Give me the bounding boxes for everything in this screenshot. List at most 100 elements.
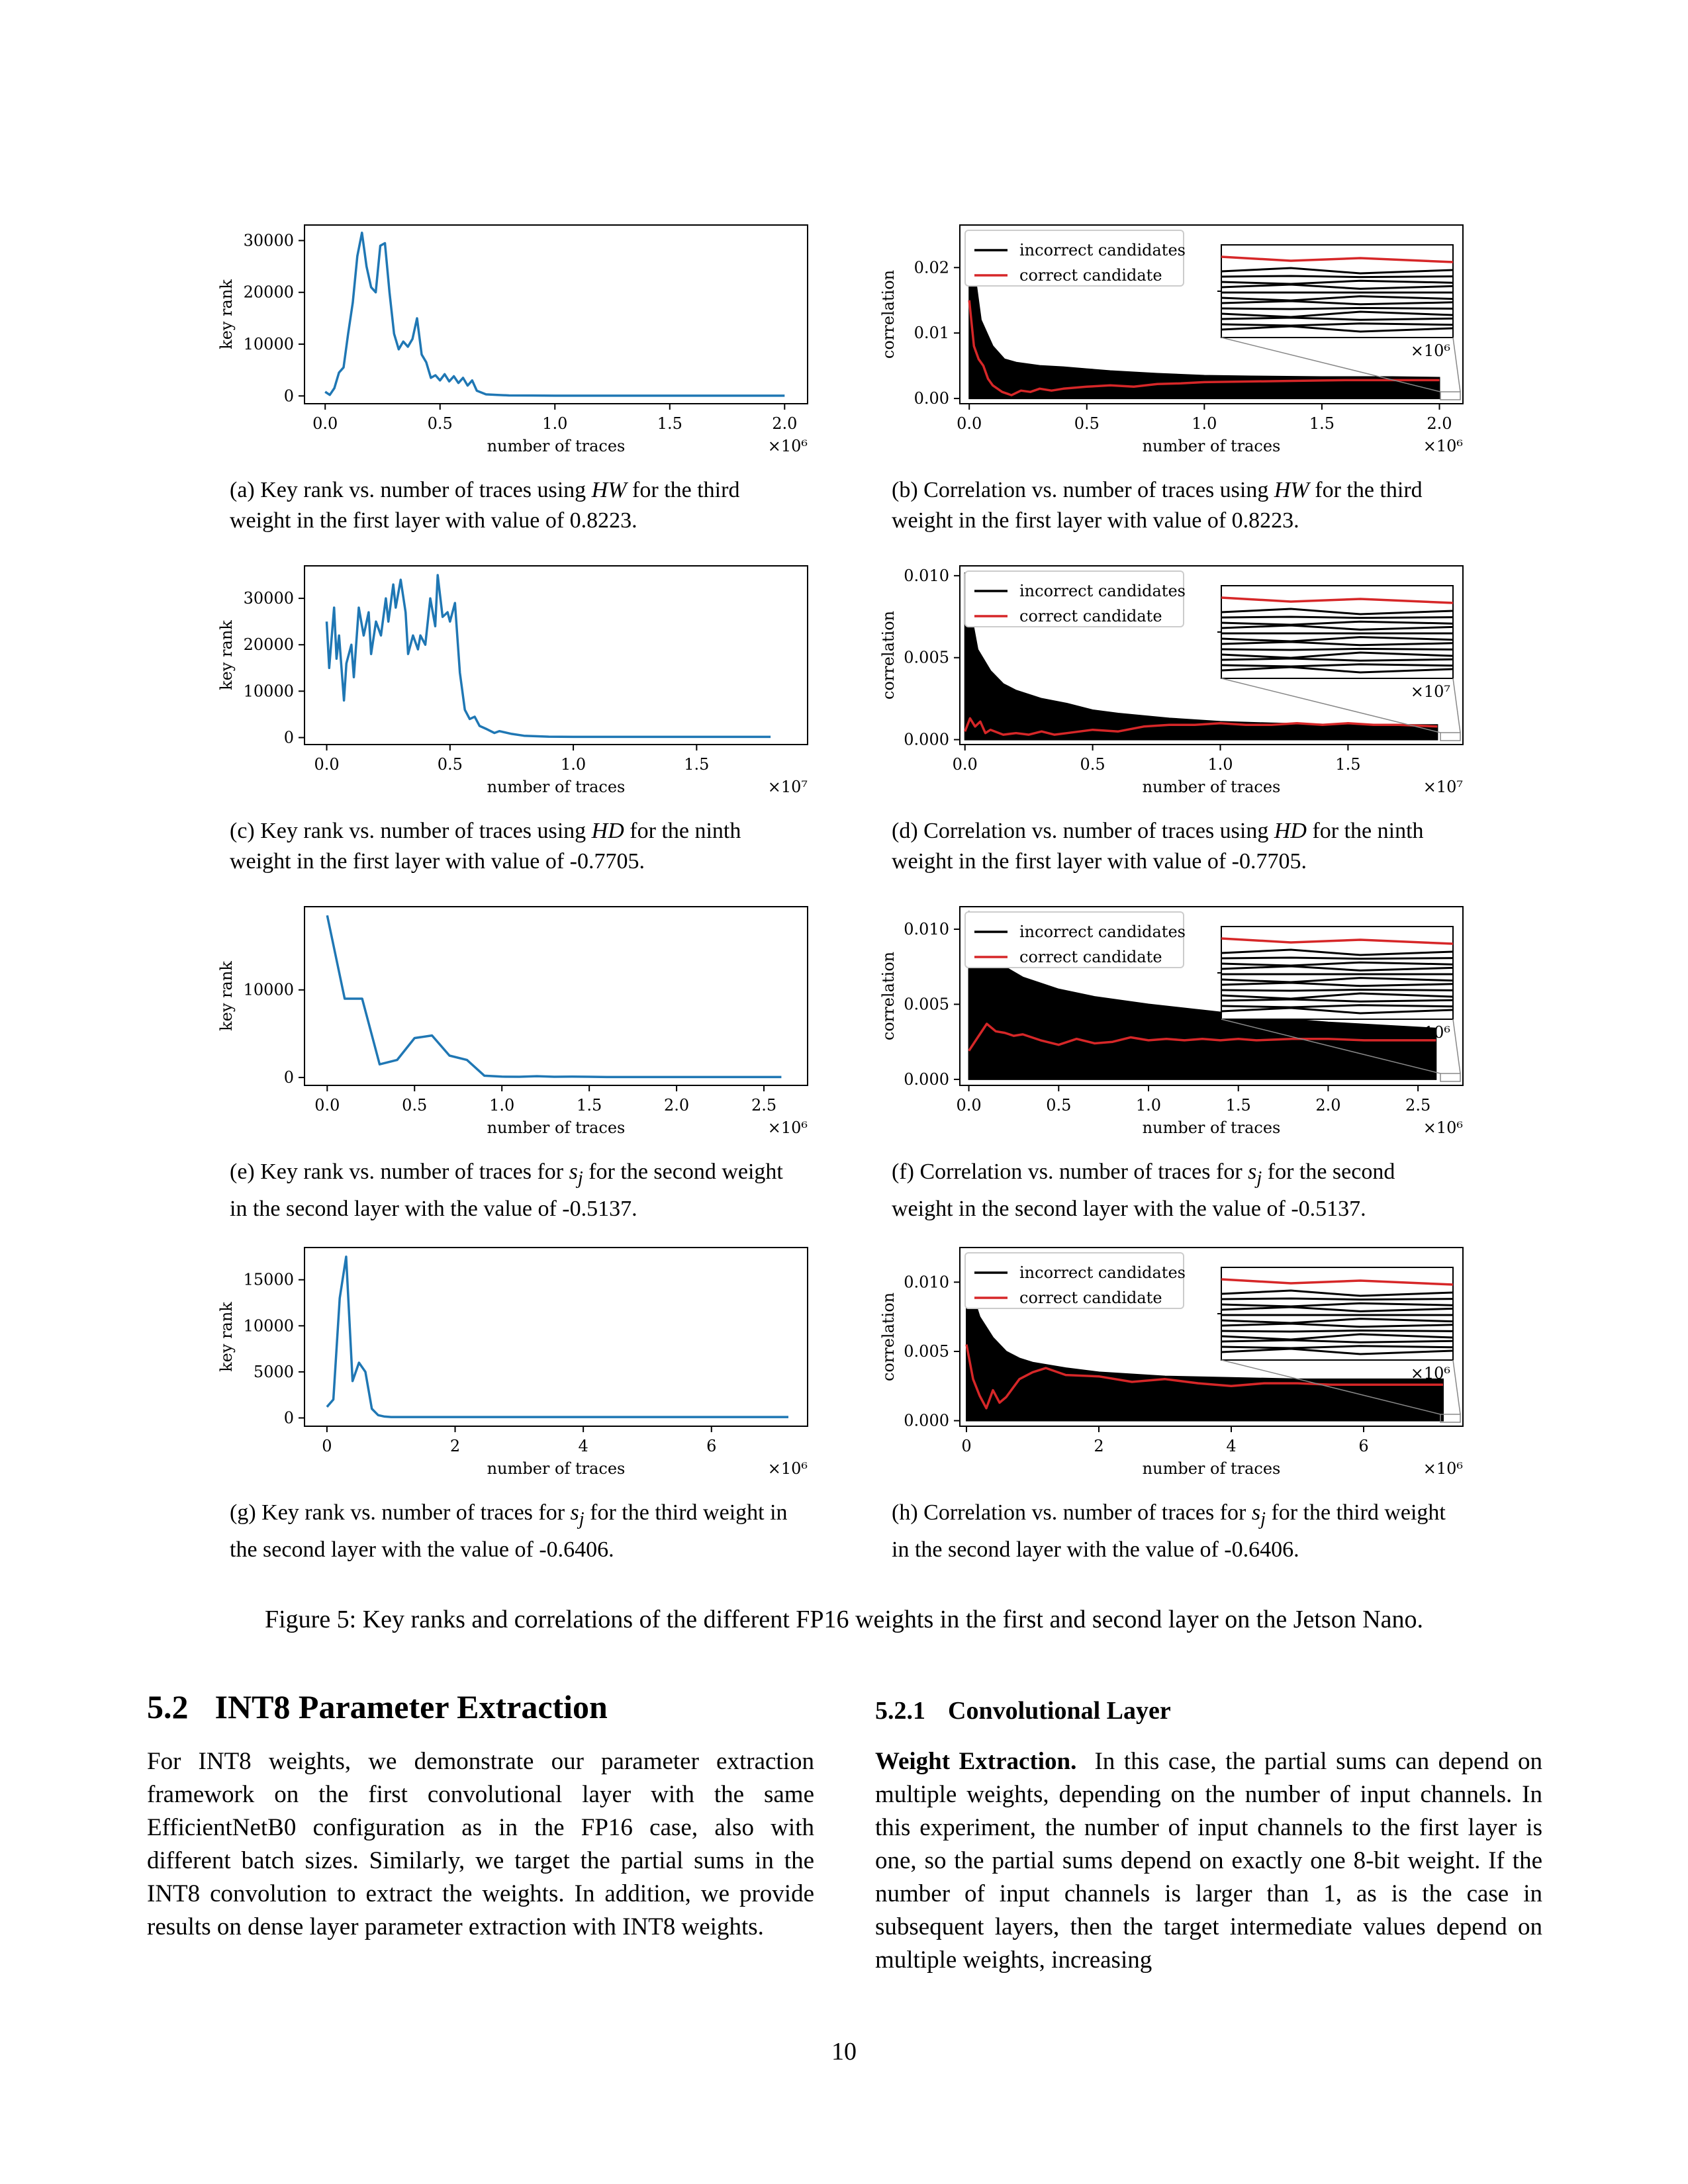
caption-b: (b) Correlation vs. number of traces usi… bbox=[892, 478, 1423, 533]
zoom-connector bbox=[1221, 1019, 1441, 1074]
plot-area: 0 2 4 6 0 5000 10000 15000 number of traces ×10⁶ k… bbox=[217, 1247, 808, 1478]
zoom-connector bbox=[1452, 1019, 1461, 1074]
y-tick-label: 0.000 bbox=[904, 731, 949, 749]
x-axis-label: number of traces bbox=[1143, 1118, 1281, 1137]
x-tick-label: 2 bbox=[450, 1437, 460, 1455]
right-paragraph-text: In this case, the partial sums can depen… bbox=[875, 1748, 1543, 1974]
page-number: 10 bbox=[831, 2038, 857, 2066]
inset-candidate-line bbox=[1221, 1322, 1454, 1328]
y-tick-label: 0.005 bbox=[904, 995, 949, 1013]
subsection-number: 5.2.1 bbox=[875, 1697, 925, 1725]
inset-candidate-line bbox=[1221, 663, 1454, 668]
inset-candidate-line bbox=[1221, 1339, 1454, 1343]
y-tick-label: 0 bbox=[284, 387, 294, 405]
inset-zoom: ×10⁶ bbox=[1217, 1267, 1461, 1423]
y-tick-label: 0.00 bbox=[914, 389, 949, 408]
x-axis-label: number of traces bbox=[487, 1459, 626, 1478]
x-tick-label: 1.5 bbox=[577, 1096, 602, 1115]
zoom-region bbox=[1440, 1073, 1461, 1082]
x-tick-label: 0.0 bbox=[312, 414, 338, 433]
x-axis-label: number of traces bbox=[1143, 437, 1281, 455]
legend-label-correct: correct candidate bbox=[1019, 948, 1162, 966]
incorrect-candidates-band bbox=[968, 911, 1437, 1080]
inset-candidate-line bbox=[1221, 1306, 1454, 1312]
y-tick-label: 30000 bbox=[244, 589, 294, 608]
inset-candidate-line bbox=[1221, 948, 1454, 956]
legend: incorrect candidates correct candidate bbox=[964, 570, 1186, 627]
y-tick-label: 0.010 bbox=[904, 1273, 949, 1291]
inset-candidate-line bbox=[1221, 283, 1454, 290]
series-line-0 bbox=[326, 1255, 788, 1418]
inset-candidate-line bbox=[1221, 1345, 1454, 1349]
zoom-connector bbox=[1452, 337, 1461, 392]
legend-label-correct: correct candidate bbox=[1019, 607, 1162, 625]
inset-candidate-line bbox=[1221, 300, 1454, 306]
plot-area: 0.0 0.5 1.0 1.5 0.000 0.005 0.010 number of tra… bbox=[879, 565, 1464, 796]
legend-label-incorrect: incorrect candidates bbox=[1019, 1263, 1186, 1282]
x-tick-label: 2.5 bbox=[751, 1096, 776, 1115]
plot-area: 0.0 0.5 1.0 1.5 2.0 0 10000 20000 30000 number of… bbox=[217, 224, 808, 455]
inset-candidate-line bbox=[1221, 1333, 1454, 1341]
inset-candidate-line bbox=[1221, 1004, 1454, 1009]
inset-candidate-line bbox=[1221, 657, 1454, 662]
inset-candidate-line bbox=[1221, 998, 1454, 1003]
y-tick-label: 0.000 bbox=[904, 1412, 949, 1430]
section-title: INT8 Parameter Extraction bbox=[214, 1688, 608, 1725]
inset-candidate-line bbox=[1221, 325, 1454, 333]
x-multiplier: ×10⁶ bbox=[768, 437, 808, 455]
inset-correct-line bbox=[1221, 596, 1454, 604]
series-line-0 bbox=[324, 231, 785, 397]
plot-frame bbox=[304, 1247, 808, 1427]
x-axis-label: number of traces bbox=[1143, 778, 1281, 796]
inset-candidate-line bbox=[1221, 961, 1454, 967]
inset-candidate-line bbox=[1221, 322, 1454, 327]
x-tick-label: 0.5 bbox=[402, 1096, 427, 1115]
y-tick-label: 10000 bbox=[244, 335, 294, 353]
zoom-connector bbox=[1452, 678, 1461, 733]
left-paragraph: For INT8 weights, we demonstrate our par… bbox=[147, 1748, 814, 1940]
caption-g: (g) Key rank vs. number of traces for sj… bbox=[230, 1500, 788, 1562]
x-tick-label: 6 bbox=[706, 1437, 716, 1455]
chart-e: 0.0 0.5 1.0 1.5 2.0 2.5 0 10000 number of traces… bbox=[217, 906, 808, 1137]
x-tick-label: 1.5 bbox=[1335, 755, 1360, 774]
runin-heading: Weight Extraction. bbox=[875, 1748, 1077, 1775]
zoom-connector bbox=[1221, 1359, 1441, 1415]
x-tick-label: 0 bbox=[322, 1437, 332, 1455]
inset-x-multiplier: ×10⁷ bbox=[1411, 682, 1450, 701]
caption-a: (a) Key rank vs. number of traces using … bbox=[230, 478, 740, 533]
legend-box bbox=[964, 570, 1184, 627]
caption-h: (h) Correlation vs. number of traces for… bbox=[892, 1500, 1446, 1562]
zoom-connector bbox=[1452, 1359, 1461, 1415]
plot-area: 0 2 4 6 0.000 0.005 0.010 number of traces ×10⁶ c… bbox=[879, 1247, 1464, 1478]
y-axis-label: key rank bbox=[217, 961, 236, 1031]
x-tick-label: 4 bbox=[1226, 1437, 1236, 1455]
caption-d: (d) Correlation vs. number of traces usi… bbox=[892, 819, 1424, 874]
legend-box bbox=[964, 230, 1184, 287]
x-multiplier: ×10⁶ bbox=[768, 1459, 808, 1478]
zoom-region bbox=[1440, 391, 1461, 400]
section-number: 5.2 bbox=[147, 1688, 189, 1725]
inset-candidate-line bbox=[1221, 636, 1454, 643]
zoom-connector bbox=[1221, 678, 1441, 733]
inset-candidate-line bbox=[1221, 310, 1454, 318]
panel-h: 0 2 4 6 0.000 0.005 0.010 number of traces ×10⁶ c… bbox=[867, 1234, 1489, 1512]
inset-candidate-line bbox=[1221, 977, 1454, 983]
y-tick-label: 10000 bbox=[244, 682, 294, 700]
x-tick-label: 0.0 bbox=[957, 414, 982, 433]
inset-candidate-line bbox=[1221, 615, 1454, 619]
plot-frame bbox=[959, 906, 1464, 1086]
plot-frame bbox=[959, 565, 1464, 745]
x-tick-label: 2.0 bbox=[664, 1096, 689, 1115]
x-tick-label: 4 bbox=[579, 1437, 588, 1455]
x-multiplier: ×10⁷ bbox=[1423, 778, 1463, 796]
legend-label-incorrect: incorrect candidates bbox=[1019, 582, 1186, 600]
x-axis-label: number of traces bbox=[1143, 1459, 1281, 1478]
inset-correct-line bbox=[1221, 255, 1454, 263]
subsection-title: Convolutional Layer bbox=[948, 1697, 1171, 1725]
panel-e: 0.0 0.5 1.0 1.5 2.0 2.5 0 10000 number of traces… bbox=[212, 893, 834, 1171]
section-heading: 5.2 INT8 Parameter Extraction bbox=[147, 1688, 608, 1726]
x-tick-label: 0.0 bbox=[314, 755, 339, 774]
inset-correct-line bbox=[1221, 937, 1454, 945]
inset-x-multiplier: ×10⁶ bbox=[1411, 1023, 1450, 1042]
plot-area: 0.0 0.5 1.0 1.5 0 10000 20000 30000 number of tr… bbox=[217, 565, 808, 796]
